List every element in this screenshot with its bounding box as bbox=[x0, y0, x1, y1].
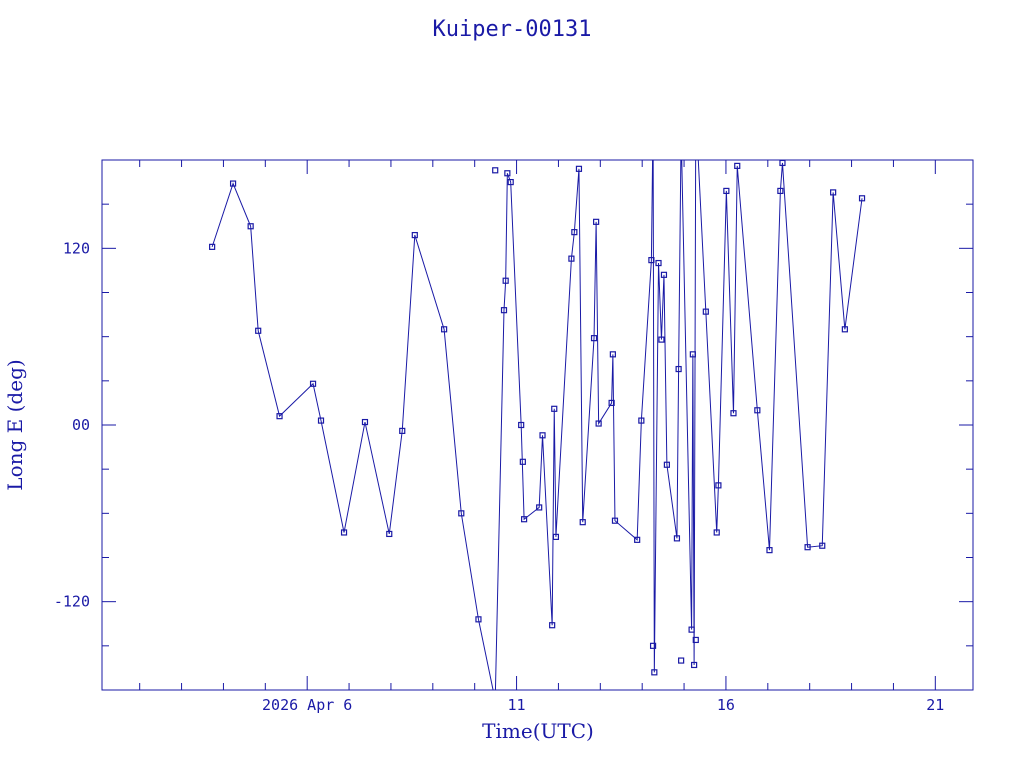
data-point bbox=[247, 223, 254, 230]
plot-area bbox=[209, 160, 866, 690]
data-point bbox=[551, 405, 558, 412]
data-point bbox=[309, 380, 317, 387]
data-point bbox=[504, 170, 511, 177]
data-point bbox=[858, 195, 866, 202]
data-point bbox=[648, 257, 655, 264]
data-point bbox=[549, 622, 556, 629]
data-point bbox=[660, 271, 668, 278]
data-point bbox=[779, 160, 786, 167]
data-point bbox=[441, 326, 448, 333]
axis-ticks bbox=[102, 160, 973, 690]
y-tick-label: -120 bbox=[54, 593, 90, 611]
data-point bbox=[502, 277, 509, 284]
chart-title: Kuiper-00131 bbox=[433, 17, 592, 42]
data-point bbox=[723, 187, 730, 195]
data-point bbox=[649, 642, 657, 649]
data-point bbox=[520, 516, 528, 523]
y-tick-label: 00 bbox=[72, 416, 90, 434]
data-point bbox=[678, 657, 685, 664]
x-axis-label: Time(UTC) bbox=[482, 719, 594, 743]
data-point bbox=[675, 365, 682, 373]
data-point bbox=[830, 189, 837, 196]
data-point bbox=[819, 542, 826, 549]
data-point bbox=[777, 187, 784, 195]
data-point bbox=[595, 420, 602, 427]
data-point bbox=[702, 308, 709, 315]
data-point bbox=[658, 336, 665, 343]
data-point bbox=[691, 661, 698, 669]
data-point bbox=[340, 529, 348, 536]
data-point bbox=[229, 180, 237, 187]
data-point bbox=[411, 231, 418, 239]
data-point bbox=[568, 255, 575, 262]
data-point bbox=[841, 326, 848, 333]
data-point bbox=[673, 535, 681, 542]
data-point bbox=[692, 636, 699, 644]
data-point bbox=[651, 669, 658, 676]
x-tick-label: 21 bbox=[926, 696, 944, 714]
data-point bbox=[552, 533, 560, 540]
data-point bbox=[655, 259, 662, 267]
data-point bbox=[276, 413, 283, 420]
data-point bbox=[571, 229, 578, 236]
data-point bbox=[634, 536, 641, 543]
data-point bbox=[361, 418, 369, 426]
data-point bbox=[475, 616, 482, 623]
data-point bbox=[500, 307, 508, 314]
data-point bbox=[715, 482, 722, 489]
data-point bbox=[458, 510, 465, 517]
data-point bbox=[518, 421, 525, 429]
x-tick-label: 16 bbox=[717, 696, 735, 714]
y-axis-label: Long E (deg) bbox=[3, 359, 27, 490]
data-point bbox=[609, 351, 616, 358]
data-point bbox=[638, 417, 645, 424]
data-point bbox=[689, 351, 696, 358]
data-point bbox=[754, 407, 761, 414]
x-tick-label: 2026 Apr 6 bbox=[262, 696, 352, 714]
data-point bbox=[519, 458, 526, 465]
data-point bbox=[536, 504, 543, 511]
series-line bbox=[211, 160, 863, 690]
data-point bbox=[804, 544, 811, 551]
data-point bbox=[593, 218, 600, 225]
data-point bbox=[255, 327, 262, 334]
data-point bbox=[608, 399, 615, 407]
data-point bbox=[590, 335, 598, 342]
y-tick-label: 120 bbox=[63, 239, 90, 257]
data-point bbox=[507, 178, 514, 186]
data-point bbox=[575, 165, 583, 172]
x-tick-label: 11 bbox=[508, 696, 526, 714]
data-point bbox=[386, 530, 393, 538]
data-point bbox=[766, 547, 773, 554]
data-point bbox=[688, 626, 695, 633]
axis-tick-labels: 2026 Apr 6 11 16 21 -120 00 120 bbox=[54, 239, 944, 714]
data-point bbox=[611, 517, 619, 524]
data-point bbox=[209, 243, 216, 250]
data-point bbox=[713, 529, 720, 536]
plot-frame bbox=[101, 159, 974, 691]
data-point bbox=[663, 461, 670, 468]
data-point bbox=[492, 167, 499, 174]
data-point bbox=[579, 519, 586, 526]
data-point bbox=[734, 162, 741, 169]
data-point bbox=[317, 417, 325, 424]
data-point bbox=[730, 410, 737, 417]
data-point bbox=[539, 432, 546, 439]
data-point bbox=[399, 427, 406, 434]
